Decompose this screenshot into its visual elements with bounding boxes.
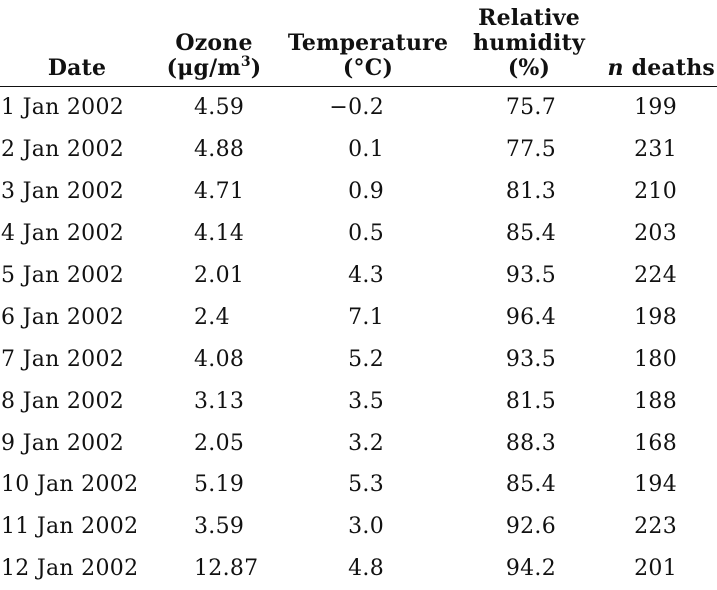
- cell-date: 6 Jan 2002: [1, 304, 125, 330]
- cell-deaths: 231: [634, 137, 677, 163]
- cell-temperature: 0.1: [348, 137, 384, 163]
- cell-deaths: 210: [634, 179, 677, 205]
- header-humidity-line1: Relative: [478, 5, 580, 31]
- cell-deaths: 223: [634, 514, 677, 540]
- cell-humidity: 93.5: [505, 263, 556, 288]
- cell-date: 10 Jan 2002: [1, 472, 139, 498]
- table-row: 11 Jan 2002 3.59 3.0 92.6 223: [0, 506, 717, 548]
- cell-deaths: 199: [634, 95, 677, 121]
- table-row: 10 Jan 2002 5.19 5.3 85.4 194: [0, 464, 717, 506]
- table-row: 1 Jan 2002 4.59 −0.2 75.7 199: [0, 87, 717, 129]
- cell-humidity: 75.7: [505, 95, 556, 121]
- header-deaths: n deaths: [596, 0, 717, 86]
- table-row: 7 Jan 2002 4.08 5.2 93.5 180: [0, 338, 717, 380]
- cell-ozone: 12.87: [194, 556, 259, 582]
- table-row: 5 Jan 2002 2.01 4.3 93.5 224: [0, 255, 717, 297]
- cell-temperature: 7.1: [348, 304, 384, 330]
- cell-ozone: 4.88: [194, 137, 245, 163]
- cell-deaths: 201: [634, 556, 677, 582]
- table-row: 2 Jan 2002 4.88 0.1 77.5 231: [0, 129, 717, 171]
- cell-date: 5 Jan 2002: [1, 263, 125, 288]
- header-ozone-line1: Ozone: [175, 30, 253, 56]
- header-row: Date Ozone (μg/m3) Temperature (°C) Rela…: [0, 0, 717, 86]
- header-ozone: Ozone (μg/m3): [154, 0, 274, 86]
- cell-humidity: 81.3: [505, 179, 556, 205]
- cell-deaths: 168: [634, 430, 677, 456]
- cell-temperature: 3.5: [348, 388, 384, 414]
- cell-date: 7 Jan 2002: [1, 346, 125, 372]
- table-header: Date Ozone (μg/m3) Temperature (°C) Rela…: [0, 0, 717, 87]
- cell-humidity: 77.5: [505, 137, 556, 163]
- cell-humidity: 81.5: [505, 388, 556, 414]
- cell-ozone: 4.71: [194, 179, 245, 205]
- cell-deaths: 194: [634, 472, 677, 498]
- cell-temperature: 3.2: [348, 430, 384, 456]
- cell-deaths: 203: [634, 221, 677, 247]
- cell-date: 2 Jan 2002: [1, 137, 125, 163]
- cell-temperature: 0.9: [348, 179, 384, 205]
- cell-ozone: 5.19: [194, 472, 245, 498]
- header-date: Date: [0, 0, 154, 86]
- table-row: 3 Jan 2002 4.71 0.9 81.3 210: [0, 171, 717, 213]
- header-temperature-unit: (°C): [342, 55, 394, 81]
- cell-date: 9 Jan 2002: [1, 430, 125, 456]
- table-row: 9 Jan 2002 2.05 3.2 88.3 168: [0, 422, 717, 464]
- cell-ozone: 4.59: [194, 95, 245, 121]
- cell-date: 4 Jan 2002: [1, 221, 125, 247]
- table-row: 6 Jan 2002 2.4 7.1 96.4 198: [0, 296, 717, 338]
- header-humidity-unit: (%): [507, 55, 551, 81]
- table-row: 12 Jan 2002 12.87 4.8 94.2 201: [0, 548, 717, 590]
- cell-ozone: 4.08: [194, 346, 245, 372]
- header-date-label: Date: [47, 55, 107, 81]
- cell-temperature: 4.8: [348, 556, 384, 582]
- header-rule: [0, 86, 717, 87]
- cell-date: 3 Jan 2002: [1, 179, 125, 205]
- cell-date: 11 Jan 2002: [1, 514, 139, 540]
- cell-ozone: 2.01: [194, 263, 245, 288]
- cell-temperature: 0.5: [348, 221, 384, 247]
- header-divider: [0, 86, 717, 87]
- cell-humidity: 85.4: [505, 472, 556, 498]
- table-row: 4 Jan 2002 4.14 0.5 85.4 203: [0, 213, 717, 255]
- cell-deaths: 188: [634, 388, 677, 414]
- cell-deaths: 180: [634, 346, 677, 372]
- cell-date: 12 Jan 2002: [1, 556, 139, 582]
- cell-ozone: 2.05: [194, 430, 245, 456]
- cell-ozone: 3.59: [194, 514, 245, 540]
- cell-humidity: 92.6: [505, 514, 556, 540]
- cell-temperature: 5.3: [348, 472, 384, 498]
- document-page: Date Ozone (μg/m3) Temperature (°C) Rela…: [0, 5, 717, 582]
- header-deaths-n: n: [607, 55, 624, 81]
- cell-humidity: 88.3: [505, 430, 556, 456]
- cell-temperature: 4.3: [348, 263, 384, 288]
- cell-ozone: 4.14: [194, 221, 245, 247]
- cell-humidity: 85.4: [505, 221, 556, 247]
- header-ozone-unit-suffix: ): [250, 55, 262, 81]
- cell-humidity: 96.4: [505, 304, 556, 330]
- cell-date: 1 Jan 2002: [1, 95, 125, 121]
- cell-temperature: 5.2: [348, 346, 384, 372]
- header-temperature-line1: Temperature: [287, 30, 449, 56]
- header-deaths-label: deaths: [631, 55, 715, 81]
- cell-ozone: 2.4: [194, 304, 230, 330]
- cell-temperature: −0.2: [329, 95, 384, 121]
- cell-deaths: 198: [634, 304, 677, 330]
- header-ozone-unit: (μg/m3): [154, 54, 274, 81]
- header-temperature: Temperature (°C): [274, 0, 462, 86]
- cell-humidity: 94.2: [505, 556, 556, 582]
- table-body: 1 Jan 2002 4.59 −0.2 75.7 199 2 Jan 2002 4.88 0…: [0, 87, 717, 590]
- header-ozone-unit-prefix: (μg/m: [166, 55, 241, 81]
- cell-date: 8 Jan 2002: [1, 388, 125, 414]
- table-row: 8 Jan 2002 3.13 3.5 81.5 188: [0, 380, 717, 422]
- header-humidity-line2: humidity: [473, 30, 585, 56]
- header-humidity: Relative humidity (%): [462, 0, 596, 86]
- cell-ozone: 3.13: [194, 388, 245, 414]
- cell-deaths: 224: [634, 263, 677, 288]
- cell-temperature: 3.0: [348, 514, 384, 540]
- header-ozone-unit-exponent: 3: [240, 54, 251, 70]
- cell-humidity: 93.5: [505, 346, 556, 372]
